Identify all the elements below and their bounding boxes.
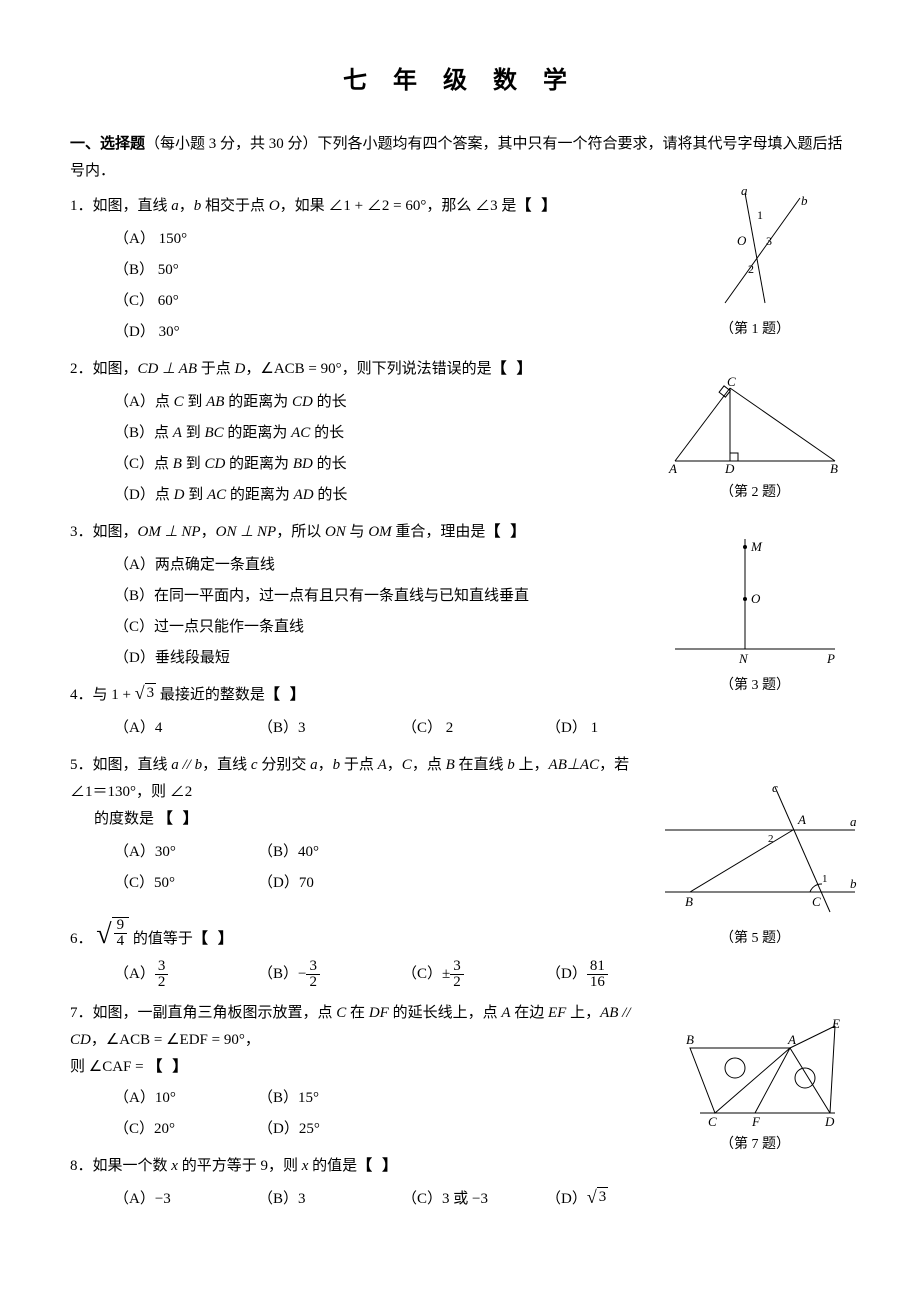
svg-text:F: F [751, 1114, 761, 1128]
q5-opt-b[interactable]: （B）40° [258, 837, 398, 868]
q1-opt-c[interactable]: （C） 60° [114, 286, 374, 317]
svg-text:D: D [724, 461, 735, 476]
q1-opt-d[interactable]: （D） 30° [114, 317, 374, 348]
q6-opt-a[interactable]: （A）32 [114, 957, 254, 992]
svg-text:N: N [738, 651, 749, 666]
figure-3: M O N P （第 3 题） [660, 529, 850, 698]
svg-text:B: B [686, 1032, 694, 1047]
q2-opt-b[interactable]: （B）点 A 到 BC 的距离为 AC 的长 [114, 418, 640, 449]
section-label: 一、选择题 [70, 136, 145, 152]
q2-num: 2． [70, 361, 93, 377]
q2-opt-c[interactable]: （C）点 B 到 CD 的距离为 BD 的长 [114, 449, 640, 480]
q8-opt-a[interactable]: （A）−3 [114, 1184, 254, 1215]
svg-text:3: 3 [766, 234, 772, 248]
svg-text:1: 1 [757, 208, 763, 222]
svg-text:D: D [824, 1114, 835, 1128]
q4-opt-b[interactable]: （B）3 [258, 713, 398, 744]
q5-opt-c[interactable]: （C）50° [114, 868, 254, 899]
q7-opt-a[interactable]: （A）10° [114, 1083, 254, 1114]
page-title: 七 年 级 数 学 [70, 60, 850, 103]
svg-text:A: A [787, 1032, 796, 1047]
q5-opt-a[interactable]: （A）30° [114, 837, 254, 868]
svg-text:C: C [708, 1114, 717, 1128]
svg-text:a: a [741, 183, 748, 198]
svg-text:2: 2 [748, 262, 754, 276]
svg-text:B: B [830, 461, 838, 476]
svg-text:a: a [850, 814, 857, 829]
q4-num: 4． [70, 687, 93, 703]
section-header: 一、选择题（每小题 3 分，共 30 分）下列各小题均有四个答案，其中只有一个符… [70, 131, 850, 185]
q4-opt-d[interactable]: （D） 1 [546, 713, 686, 744]
svg-text:M: M [750, 539, 763, 554]
figure-2: C A B D （第 2 题） [660, 376, 850, 505]
q5-num: 5． [70, 757, 93, 773]
q3-opt-c[interactable]: （C）过一点只能作一条直线 [114, 612, 640, 643]
q8-opt-b[interactable]: （B）3 [258, 1184, 398, 1215]
q5-opt-d[interactable]: （D）70 [258, 868, 398, 899]
svg-text:E: E [831, 1018, 840, 1031]
q1-opt-b[interactable]: （B） 50° [114, 255, 374, 286]
svg-text:C: C [812, 894, 821, 909]
svg-text:A: A [668, 461, 677, 476]
q7-opt-d[interactable]: （D）25° [258, 1114, 398, 1145]
q1-num: 1． [70, 198, 93, 214]
q7-opt-b[interactable]: （B）15° [258, 1083, 398, 1114]
q4-opt-c[interactable]: （C） 2 [402, 713, 542, 744]
figure-1-caption: （第 1 题） [660, 317, 850, 342]
figure-2-caption: （第 2 题） [660, 480, 850, 505]
q7-opt-c[interactable]: （C）20° [114, 1114, 254, 1145]
svg-text:2: 2 [768, 833, 774, 845]
figure-7: B A E C F D （第 7 题） [660, 1018, 850, 1157]
q6-num: 6． [70, 931, 93, 947]
q3-opt-d[interactable]: （D）垂线段最短 [114, 643, 640, 674]
svg-text:O: O [751, 591, 761, 606]
svg-text:O: O [737, 233, 747, 248]
question-7: B A E C F D （第 7 题） 7．如图，一副直角三角板图示放置，点 C… [70, 1000, 850, 1145]
q3-opt-a[interactable]: （A）两点确定一条直线 [114, 550, 640, 581]
svg-text:A: A [797, 812, 806, 827]
q1-opt-a[interactable]: （A） 150° [114, 224, 374, 255]
q2-opt-a[interactable]: （A）点 C 到 AB 的距离为 CD 的长 [114, 387, 640, 418]
section-desc: （每小题 3 分，共 30 分）下列各小题均有四个答案，其中只有一个符合要求，请… [70, 136, 843, 179]
q7-num: 7． [70, 1005, 93, 1021]
question-2: C A B D （第 2 题） 2．如图，CD ⊥ AB 于点 D，∠ACB =… [70, 356, 850, 511]
question-4: 4．与 1 + √3 最接近的整数是【】 （A）4 （B）3 （C） 2 （D）… [70, 682, 850, 744]
q8-opt-c[interactable]: （C）3 或 −3 [402, 1184, 542, 1215]
svg-text:C: C [727, 376, 736, 389]
q8-num: 8． [70, 1158, 93, 1174]
svg-text:B: B [685, 894, 693, 909]
q2-opt-d[interactable]: （D）点 D 到 AC 的距离为 AD 的长 [114, 480, 640, 511]
question-3: M O N P （第 3 题） 3．如图，OM ⊥ NP，ON ⊥ NP，所以 … [70, 519, 850, 674]
question-6: 6． √94 的值等于【】 （A）32 （B）−32 （C）±32 （D）811… [70, 917, 850, 992]
svg-text:1: 1 [822, 873, 828, 885]
question-8: 8．如果一个数 x 的平方等于 9，则 x 的值是【】 （A）−3 （B）3 （… [70, 1153, 850, 1215]
svg-text:c: c [772, 782, 778, 795]
svg-text:P: P [826, 651, 835, 666]
q6-opt-b[interactable]: （B）−32 [258, 957, 398, 992]
q4-opt-a[interactable]: （A）4 [114, 713, 254, 744]
svg-text:b: b [801, 193, 808, 208]
svg-text:b: b [850, 876, 857, 891]
question-1: a b O 1 3 2 （第 1 题） 1．如图，直线 a，b 相交于点 O，如… [70, 193, 850, 348]
question-5: a b c A B C 1 2 （第 5 题） 5．如图，直线 a // b，直… [70, 752, 850, 899]
q8-opt-d[interactable]: （D）√3 [546, 1184, 686, 1215]
q6-opt-d[interactable]: （D）8116 [546, 957, 686, 992]
figure-1: a b O 1 3 2 （第 1 题） [660, 183, 850, 342]
q6-opt-c[interactable]: （C）±32 [402, 957, 542, 992]
q3-opt-b[interactable]: （B）在同一平面内，过一点有且只有一条直线与已知直线垂直 [114, 581, 640, 612]
q3-num: 3． [70, 524, 93, 540]
